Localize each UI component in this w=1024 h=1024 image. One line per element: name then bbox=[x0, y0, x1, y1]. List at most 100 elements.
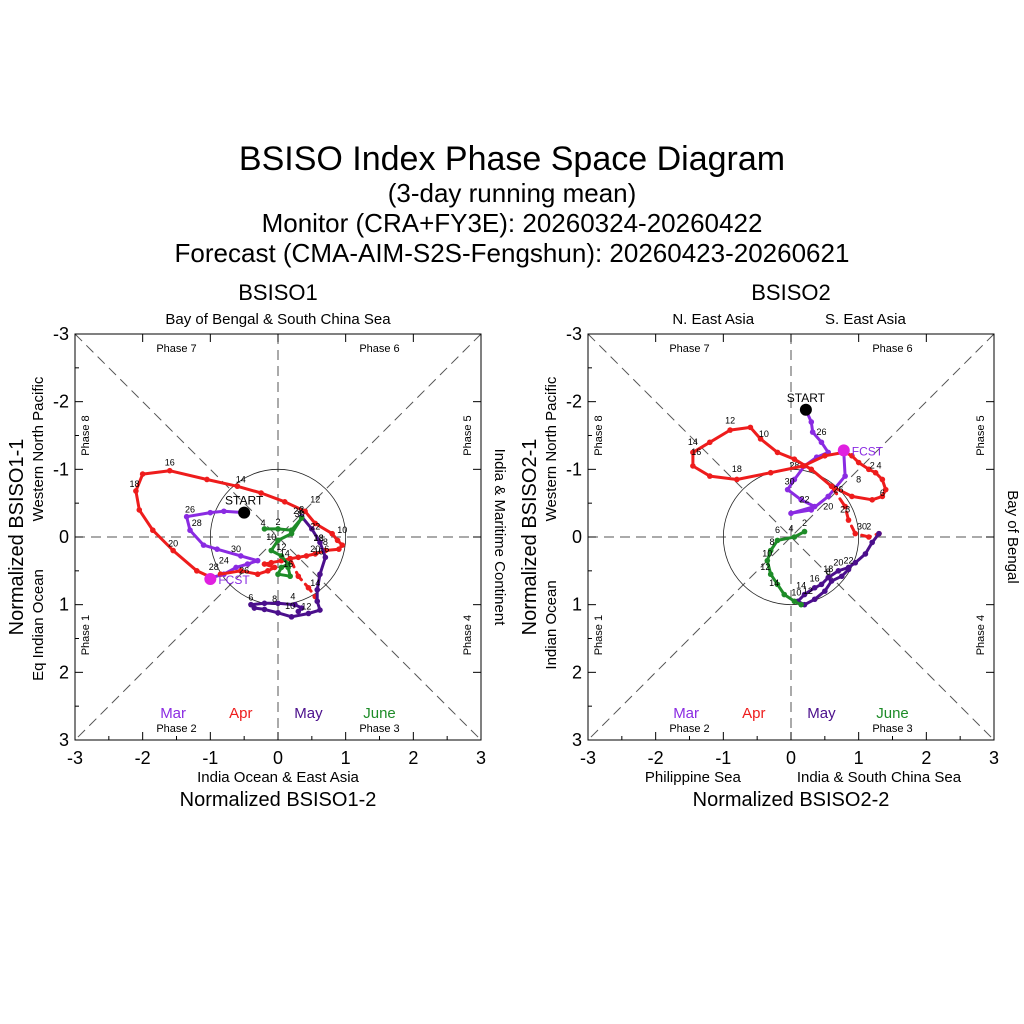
data-point bbox=[791, 456, 798, 462]
y-tick-label: 2 bbox=[572, 662, 582, 682]
data-point bbox=[258, 490, 264, 496]
data-point bbox=[879, 476, 886, 483]
data-point bbox=[214, 546, 220, 552]
data-point bbox=[298, 605, 305, 611]
data-point bbox=[194, 568, 200, 574]
x-tick-label: -2 bbox=[135, 748, 151, 768]
legend-may: May bbox=[294, 705, 323, 722]
day-label: 10 bbox=[759, 429, 769, 439]
data-point bbox=[312, 551, 319, 557]
data-point bbox=[774, 449, 781, 456]
day-label: 20 bbox=[833, 557, 843, 567]
data-point bbox=[767, 547, 774, 554]
y-tick-label: -2 bbox=[566, 392, 582, 412]
phase-label-7: Phase 7 bbox=[156, 343, 196, 355]
region-label-right: India & Maritime Continent bbox=[491, 449, 508, 627]
y-tick-label: 3 bbox=[59, 730, 69, 750]
data-point bbox=[808, 419, 815, 425]
data-point bbox=[791, 476, 798, 483]
day-label: 12 bbox=[276, 542, 286, 552]
data-point bbox=[825, 574, 832, 581]
day-label: 10 bbox=[285, 601, 295, 611]
x-tick-label: -3 bbox=[580, 748, 596, 768]
legend-apr: Apr bbox=[742, 705, 765, 722]
data-point bbox=[828, 578, 835, 584]
phase-label-4: Phase 4 bbox=[462, 615, 474, 655]
y-tick-label: 3 bbox=[572, 730, 582, 750]
data-point bbox=[852, 530, 859, 537]
start-marker bbox=[799, 403, 812, 416]
data-point bbox=[237, 553, 244, 559]
x-tick-label: 3 bbox=[989, 748, 999, 768]
y-tick-label: 0 bbox=[572, 527, 582, 547]
data-point bbox=[798, 496, 804, 503]
data-point bbox=[278, 564, 285, 571]
day-label: 16 bbox=[691, 447, 701, 457]
data-point bbox=[285, 564, 291, 571]
data-point bbox=[314, 598, 321, 605]
data-point bbox=[287, 573, 293, 580]
data-point bbox=[136, 507, 143, 513]
data-point bbox=[268, 547, 275, 554]
phase-label-4: Phase 4 bbox=[975, 615, 987, 655]
day-label: 30 bbox=[857, 522, 867, 532]
data-point bbox=[845, 517, 852, 523]
data-point bbox=[866, 466, 872, 473]
series-mar: 20 22 26 28 30 bbox=[785, 406, 848, 517]
data-point bbox=[869, 539, 875, 546]
data-point bbox=[811, 596, 818, 603]
data-point bbox=[872, 469, 879, 476]
data-point bbox=[707, 439, 713, 446]
series-line bbox=[765, 530, 806, 607]
day-label: 16 bbox=[283, 559, 293, 569]
day-label: 16 bbox=[314, 547, 324, 557]
data-point bbox=[808, 466, 815, 473]
data-point bbox=[150, 527, 156, 534]
data-point bbox=[139, 471, 146, 477]
x-tick-label: 0 bbox=[273, 748, 283, 768]
data-point bbox=[166, 467, 173, 474]
data-point bbox=[268, 559, 275, 566]
data-point bbox=[791, 598, 798, 605]
data-point bbox=[305, 584, 312, 591]
data-point bbox=[295, 573, 302, 580]
data-point bbox=[727, 427, 733, 433]
day-label: 18 bbox=[732, 464, 742, 474]
data-point bbox=[309, 526, 315, 532]
data-point bbox=[303, 553, 310, 559]
data-point bbox=[207, 509, 214, 516]
data-point bbox=[690, 463, 696, 469]
data-point bbox=[767, 469, 774, 476]
day-label: 12 bbox=[803, 586, 813, 596]
data-point bbox=[200, 542, 207, 548]
data-point bbox=[217, 571, 224, 578]
y-axis-label: Normalized BSISO2-1 bbox=[519, 439, 541, 636]
forecast-label: FCST bbox=[218, 573, 250, 587]
chart-title: BSISO Index Phase Space Diagram bbox=[238, 140, 786, 178]
panel-title: BSISO2 bbox=[751, 280, 830, 305]
data-point bbox=[818, 581, 825, 588]
chart-subtitle-monitor: Monitor (CRA+FY3E): 20260324-20260422 bbox=[261, 208, 763, 238]
day-label: 30 bbox=[231, 544, 241, 554]
day-label: 8 bbox=[323, 537, 328, 547]
day-label: 26 bbox=[816, 427, 826, 437]
data-point bbox=[842, 503, 848, 510]
day-label: 18 bbox=[314, 533, 324, 543]
x-tick-label: 1 bbox=[854, 748, 864, 768]
region-label-bottom-right: India & South China Sea bbox=[797, 769, 962, 786]
day-label: 10 bbox=[762, 549, 772, 559]
day-label: 4 bbox=[261, 518, 266, 528]
data-point bbox=[314, 586, 321, 593]
data-point bbox=[183, 513, 190, 520]
data-point bbox=[849, 493, 855, 500]
data-point bbox=[133, 488, 139, 494]
data-point bbox=[876, 530, 882, 537]
data-point bbox=[822, 588, 828, 594]
day-label: 12 bbox=[760, 562, 770, 572]
day-label: 30 bbox=[295, 509, 305, 519]
forecast-marker bbox=[837, 444, 850, 457]
data-point bbox=[312, 520, 319, 527]
